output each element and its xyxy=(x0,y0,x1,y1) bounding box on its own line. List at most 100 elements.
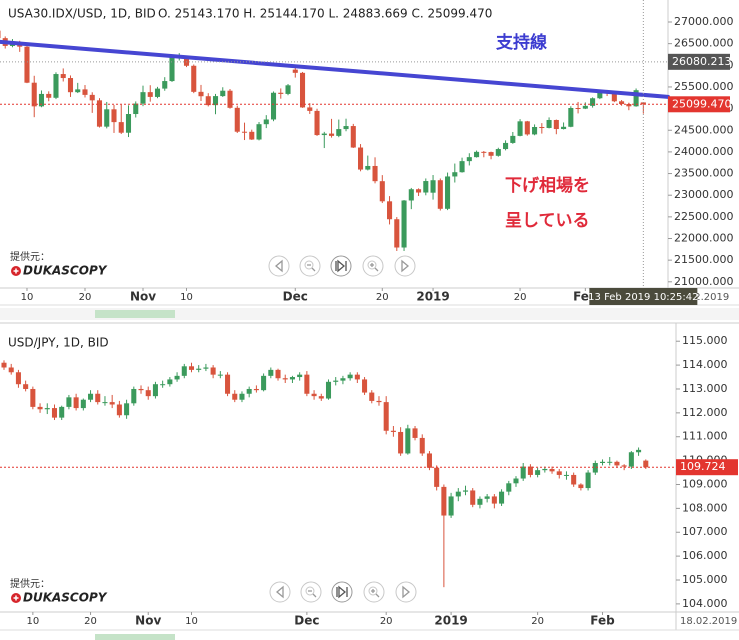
candle-body xyxy=(527,466,533,475)
candle-body xyxy=(362,379,368,393)
candle-body xyxy=(643,460,649,468)
candle-body xyxy=(513,478,519,484)
logo-icon xyxy=(13,595,19,601)
candle-body xyxy=(633,90,639,107)
y-tick-label: 112.000 xyxy=(682,406,728,419)
scroll-left-button[interactable] xyxy=(268,255,290,277)
candle-body xyxy=(532,127,538,135)
reset-button[interactable] xyxy=(331,581,353,603)
candle-body xyxy=(59,406,65,418)
candle-body xyxy=(448,496,454,516)
y-tick-label: 104.000 xyxy=(682,597,728,610)
y-tick-label: 23500.000 xyxy=(674,167,734,180)
candle-body xyxy=(510,135,516,143)
logo-icon xyxy=(13,268,19,274)
axis-date: 18.02.2019 xyxy=(680,616,737,627)
annotation: 支持線 xyxy=(496,32,547,53)
zoom-out-button[interactable] xyxy=(300,581,322,603)
candle-body xyxy=(23,384,29,389)
y-tick-label: 25500.000 xyxy=(674,80,734,93)
candle-body xyxy=(419,437,425,454)
chart-title: USD/JPY, 1D, BID xyxy=(8,336,109,350)
candle-body xyxy=(325,381,332,399)
candle-body xyxy=(628,452,634,467)
candle-body xyxy=(466,157,472,162)
crosshair-date: 13 Feb 2019 10:25:42 xyxy=(588,292,698,303)
x-tick-label: 2019 xyxy=(434,614,467,628)
candle-body xyxy=(575,107,581,109)
candle-body xyxy=(131,388,137,404)
x-tick-label: Dec xyxy=(283,290,308,304)
candle-body xyxy=(111,109,117,123)
candle-body xyxy=(174,375,180,380)
candle-body xyxy=(459,161,465,173)
y-tick-label: 24000.000 xyxy=(674,145,734,158)
scroll-thumb[interactable] xyxy=(95,634,175,640)
candle-body xyxy=(394,219,400,248)
x-tick-label: 10 xyxy=(21,292,34,303)
y-tick-label: 21500.000 xyxy=(674,253,734,266)
candle-body xyxy=(160,384,166,386)
chart-title: USA30.IDX/USD, 1D, BID xyxy=(8,7,156,21)
scroll-right-button[interactable] xyxy=(394,255,416,277)
nav-buttons xyxy=(269,581,417,603)
reset-button[interactable] xyxy=(330,255,352,277)
candle-body xyxy=(24,46,30,83)
candle-body xyxy=(437,180,443,209)
y-tick-label: 106.000 xyxy=(682,549,728,562)
x-tick-label: 20 xyxy=(380,616,393,627)
candle-body xyxy=(408,189,414,201)
zoom-in-button[interactable] xyxy=(362,255,384,277)
candle-body xyxy=(80,399,86,409)
candle-body xyxy=(205,96,211,106)
candle-body xyxy=(261,375,267,391)
candle-body xyxy=(517,121,523,136)
candle-body xyxy=(520,466,526,479)
candle-body xyxy=(336,129,342,136)
x-tick-label: 10 xyxy=(26,616,39,627)
x-tick-label: 10 xyxy=(185,616,198,627)
axis-date: 18.02.2019 xyxy=(672,292,729,303)
candle-body xyxy=(133,103,139,115)
candle-body xyxy=(354,374,360,380)
candle-body xyxy=(75,89,81,93)
provider-label: 提供元： xyxy=(10,577,50,590)
scroll-left-button[interactable] xyxy=(269,581,291,603)
candle-body xyxy=(37,406,43,410)
candle-body xyxy=(270,92,277,120)
y-tick-label: 109.000 xyxy=(682,477,728,490)
x-tick-label: 10 xyxy=(180,292,193,303)
scroll-right-button[interactable] xyxy=(395,581,417,603)
y-tick-label: 27000.000 xyxy=(674,15,734,28)
candle-body xyxy=(592,463,598,473)
candle-body xyxy=(474,151,480,158)
x-tick-label: 20 xyxy=(84,616,97,627)
candle-body xyxy=(73,397,79,409)
zoom-out-button[interactable] xyxy=(299,255,321,277)
candle-body xyxy=(67,78,74,93)
zoom-in-button[interactable] xyxy=(363,581,385,603)
candle-body xyxy=(597,90,603,99)
candle-body xyxy=(147,92,153,97)
y-tick-label: 107.000 xyxy=(682,525,728,538)
candle-body xyxy=(430,180,436,193)
y-tick-label: 24500.000 xyxy=(674,123,734,136)
last-price-label: 109.724 xyxy=(680,460,726,473)
trend-line xyxy=(0,39,670,99)
candles xyxy=(1,360,649,588)
candle-body xyxy=(524,121,530,135)
y-tick-label: 21000.000 xyxy=(674,275,734,288)
candle-body xyxy=(563,474,569,476)
scroll-thumb[interactable] xyxy=(95,310,175,318)
candle-body xyxy=(154,88,161,97)
candle-body xyxy=(561,126,567,130)
last-price-box xyxy=(676,459,738,476)
candle-body xyxy=(227,90,233,108)
candle-body xyxy=(234,107,240,132)
candle-body xyxy=(619,101,625,105)
candle-body xyxy=(232,393,238,400)
candle-body xyxy=(38,93,45,107)
candle-body xyxy=(203,367,209,369)
candle-body xyxy=(140,92,146,104)
